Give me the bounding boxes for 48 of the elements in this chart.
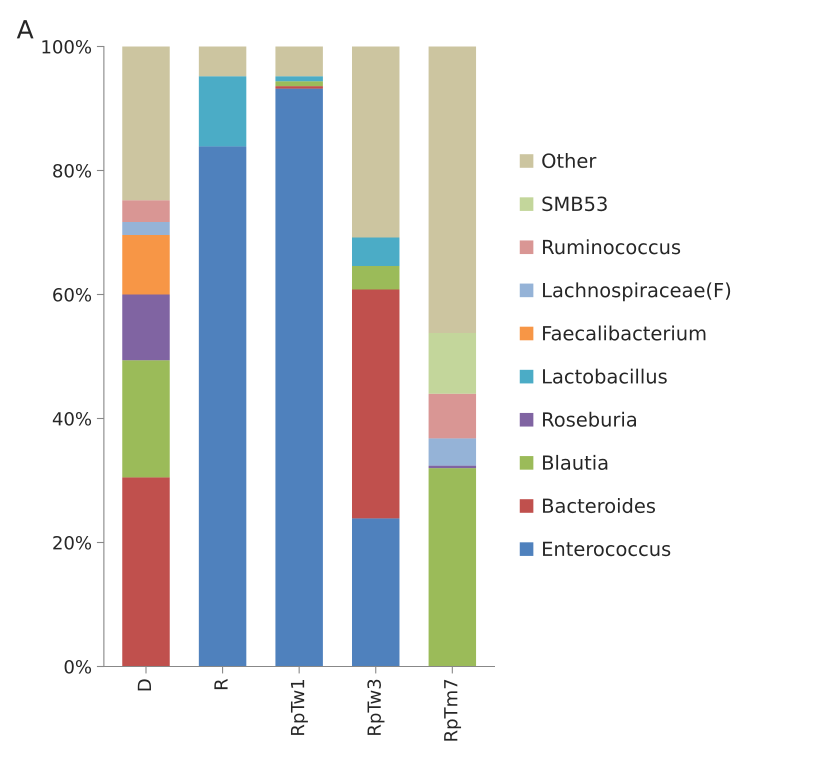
bar [275,88,323,666]
y-tick-label: 80% [53,164,92,178]
y-tick-label: 0% [64,660,92,674]
y-tick-label: 60% [53,288,92,302]
bar [275,81,323,86]
x-tick-label: RpTw1 [290,680,308,735]
x-tick-label: R [214,678,228,690]
bar [275,86,323,89]
legend-label: Faecalibacterium [543,326,706,341]
bar [352,518,400,666]
legend-label: Other [542,153,596,168]
bar [428,394,476,438]
bar [428,468,476,666]
bar [428,438,476,466]
bar [122,200,170,222]
legend-label: Ruminococcus [543,239,680,254]
x-tick-label: RpTm7 [444,680,462,741]
y-tick-label: 20% [53,536,92,550]
legend-label: Lachnospiraceae(F) [543,282,730,302]
bar [352,266,400,290]
x-tick-label: D [138,679,151,690]
bar [122,46,170,200]
x-tick-label: RpTw3 [367,680,384,735]
bar [198,46,246,76]
y-tick-label: 40% [52,412,92,426]
bar [122,222,170,235]
bar [198,146,246,666]
bar [428,466,476,468]
y-tick-label: 100% [42,40,92,54]
bar [122,360,170,478]
bar [428,46,476,333]
legend-label: Enterococcus [543,542,670,556]
legend-label: Bacteroides [543,498,656,514]
legend-label: Blautia [543,454,608,470]
bar [352,237,400,266]
bar [352,46,400,238]
chart-title: A [16,20,34,38]
bar [275,46,323,76]
legend-label: Roseburia [543,412,636,427]
bar [428,332,476,394]
legend-label: Lactobacillus [543,368,667,384]
bar [122,477,170,666]
legend-label: SMB53 [542,196,607,212]
bar [122,294,170,360]
bar [122,234,170,294]
bar [352,290,400,518]
bar [198,76,246,146]
bar [275,76,323,82]
